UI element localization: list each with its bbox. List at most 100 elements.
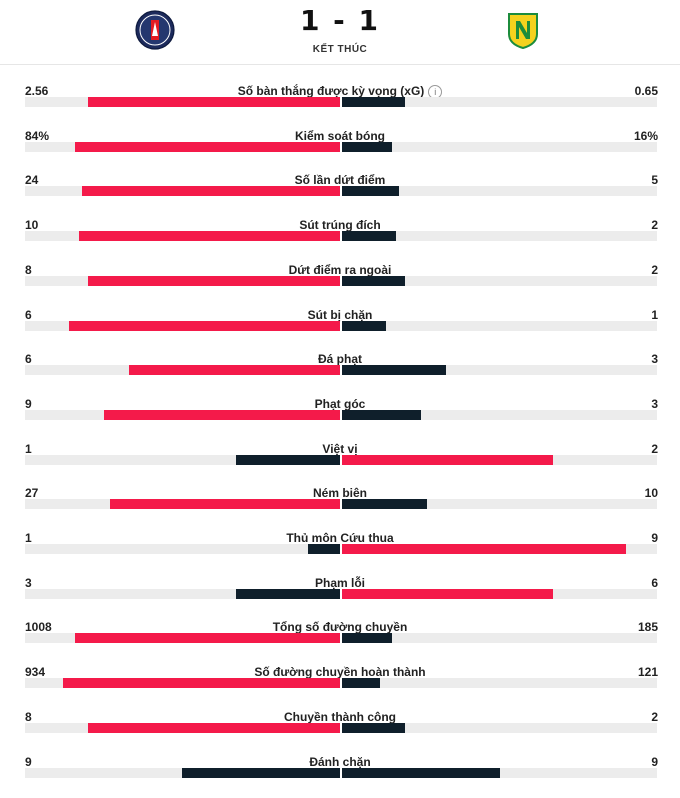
away-bar-fill — [342, 499, 427, 510]
home-bar-track — [25, 365, 340, 376]
home-bar-track — [25, 275, 340, 286]
away-bar-track — [342, 97, 657, 107]
away-value: 16% — [633, 128, 658, 143]
away-bar-track — [342, 275, 657, 286]
away-bar-track — [342, 231, 657, 242]
home-bar-fill — [104, 409, 340, 420]
stat-row: 9 Phạt góc 3 — [0, 396, 680, 440]
away-bar-track — [342, 722, 657, 733]
stat-row: 2.56 Số bàn thắng được kỳ vọng (xG) i 0.65 — [0, 83, 680, 127]
home-bar-track — [25, 454, 340, 465]
away-bar-fill — [342, 320, 386, 331]
stat-label: Phạm lỗi — [0, 576, 680, 590]
away-bar-fill — [342, 186, 399, 197]
home-value: 934 — [25, 665, 46, 680]
home-bar-fill — [110, 499, 340, 510]
away-bar-fill — [342, 767, 500, 778]
home-bar-track — [25, 186, 340, 197]
away-bar-fill — [342, 588, 553, 599]
stat-label-text: Chuyền thành công — [284, 709, 396, 724]
away-bar-fill — [342, 231, 396, 242]
stat-row: 6 Đá phạt 3 — [0, 351, 680, 395]
away-bar-fill — [342, 454, 553, 465]
home-bar-fill — [75, 141, 340, 152]
home-bar-fill — [63, 678, 340, 689]
away-value: 9 — [651, 531, 658, 545]
home-bar-track — [25, 544, 340, 554]
away-bar-track — [342, 365, 657, 376]
away-value: 185 — [637, 620, 658, 635]
away-value: 1 — [651, 307, 658, 322]
away-bar-track — [342, 141, 657, 152]
stat-row: 3 Phạm lỗi 6 — [0, 575, 680, 619]
stat-label-text: Ném biên — [312, 486, 367, 501]
home-bar-fill — [308, 544, 340, 554]
stat-label: Sút trúng đích — [0, 218, 680, 232]
stat-label: Kiểm soát bóng — [0, 129, 680, 143]
away-bar-fill — [342, 633, 392, 644]
away-bar-track — [342, 454, 657, 465]
match-header: 1 - 1 KẾT THÚC — [0, 0, 680, 65]
stat-label-text: Số lần dứt điểm — [294, 173, 386, 188]
stat-row: 8 Chuyền thành công 2 — [0, 709, 680, 753]
away-bar-fill — [342, 409, 421, 420]
away-value: 10 — [644, 486, 658, 501]
stat-label: Tổng số đường chuyền — [0, 620, 680, 634]
stat-label-text: Việt vị — [322, 441, 358, 456]
psg-crest-icon[interactable] — [135, 10, 175, 50]
away-bar-fill — [342, 544, 626, 554]
away-bar-track — [342, 633, 657, 644]
home-value: 9 — [25, 754, 32, 769]
stat-label-text: Dứt điểm ra ngoài — [288, 262, 392, 277]
stat-label-text: Số đường chuyền hoàn thành — [254, 665, 426, 680]
away-bar-track — [342, 588, 657, 599]
home-bar-fill — [236, 454, 340, 465]
away-bar-fill — [342, 678, 380, 689]
home-value: 1 — [25, 531, 32, 545]
home-bar-fill — [88, 722, 340, 733]
home-value: 3 — [25, 575, 32, 590]
away-value: 0.65 — [634, 84, 658, 98]
match-status: KẾT THÚC — [312, 44, 368, 55]
stat-label: Việt vị — [0, 442, 680, 456]
stat-row: 10 Sút trúng đích 2 — [0, 217, 680, 261]
away-value: 2 — [651, 441, 658, 456]
home-value: 6 — [25, 307, 32, 322]
stat-label: Dứt điểm ra ngoài — [0, 263, 680, 277]
stat-label-text: Kiểm soát bóng — [294, 128, 385, 143]
stat-row: 934 Số đường chuyền hoàn thành 121 — [0, 664, 680, 708]
stat-label: Đá phạt — [0, 352, 680, 366]
away-bar-track — [342, 186, 657, 197]
stat-label-text: Phạt góc — [314, 396, 366, 411]
home-bar-fill — [75, 633, 340, 644]
home-bar-track — [25, 231, 340, 242]
stat-row: 84% Kiểm soát bóng 16% — [0, 128, 680, 172]
stat-label: Phạt góc — [0, 397, 680, 411]
home-bar-fill — [88, 275, 340, 286]
stat-label-text: Sút bị chặn — [307, 307, 373, 322]
stat-label: Chuyền thành công — [0, 710, 680, 724]
home-bar-track — [25, 588, 340, 599]
away-bar-fill — [342, 275, 405, 286]
home-bar-track — [25, 320, 340, 331]
away-bar-track — [342, 320, 657, 331]
stat-label: Số đường chuyền hoàn thành — [0, 665, 680, 679]
home-value: 6 — [25, 352, 32, 367]
match-score: 1 - 1 — [299, 4, 381, 37]
away-bar-fill — [342, 97, 405, 107]
away-bar-track — [342, 678, 657, 689]
home-bar-fill — [69, 320, 340, 331]
stat-label-text: Đánh chặn — [309, 754, 371, 769]
away-bar-track — [342, 544, 657, 554]
away-value: 121 — [637, 665, 658, 680]
nantes-crest-icon[interactable] — [503, 10, 543, 50]
stat-label-text: Thủ môn Cứu thua — [286, 531, 394, 545]
stat-label-text: Đá phạt — [317, 352, 362, 367]
home-value: 84% — [25, 128, 50, 143]
home-bar-track — [25, 722, 340, 733]
stat-row: 27 Ném biên 10 — [0, 485, 680, 529]
home-value: 24 — [25, 173, 39, 188]
home-value: 8 — [25, 709, 32, 724]
home-bar-track — [25, 409, 340, 420]
home-value: 27 — [25, 486, 39, 501]
